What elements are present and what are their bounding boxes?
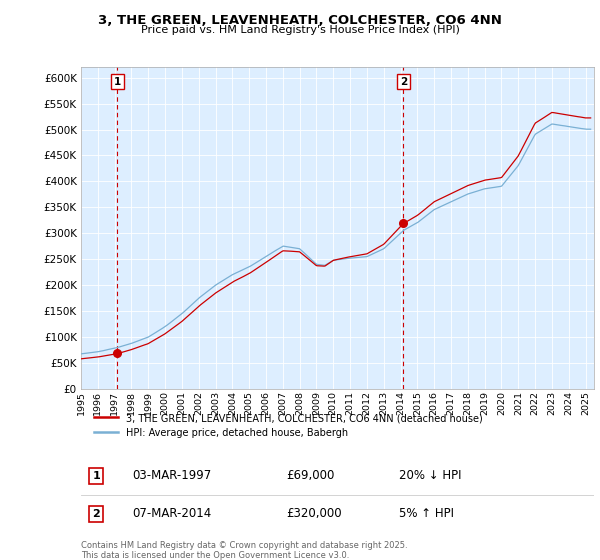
Text: 1: 1 <box>92 471 100 481</box>
Text: 5% ↑ HPI: 5% ↑ HPI <box>399 507 454 520</box>
Legend: 3, THE GREEN, LEAVENHEATH, COLCHESTER, CO6 4NN (detached house), HPI: Average pr: 3, THE GREEN, LEAVENHEATH, COLCHESTER, C… <box>91 410 485 441</box>
Text: £69,000: £69,000 <box>286 469 335 482</box>
Text: 20% ↓ HPI: 20% ↓ HPI <box>399 469 461 482</box>
Text: Price paid vs. HM Land Registry's House Price Index (HPI): Price paid vs. HM Land Registry's House … <box>140 25 460 35</box>
Text: Contains HM Land Registry data © Crown copyright and database right 2025.
This d: Contains HM Land Registry data © Crown c… <box>81 541 407 560</box>
Text: 3, THE GREEN, LEAVENHEATH, COLCHESTER, CO6 4NN: 3, THE GREEN, LEAVENHEATH, COLCHESTER, C… <box>98 14 502 27</box>
Text: £320,000: £320,000 <box>286 507 342 520</box>
Text: 2: 2 <box>400 77 407 87</box>
Text: 1: 1 <box>114 77 121 87</box>
Text: 2: 2 <box>92 508 100 519</box>
Text: 07-MAR-2014: 07-MAR-2014 <box>133 507 212 520</box>
Text: 03-MAR-1997: 03-MAR-1997 <box>133 469 212 482</box>
